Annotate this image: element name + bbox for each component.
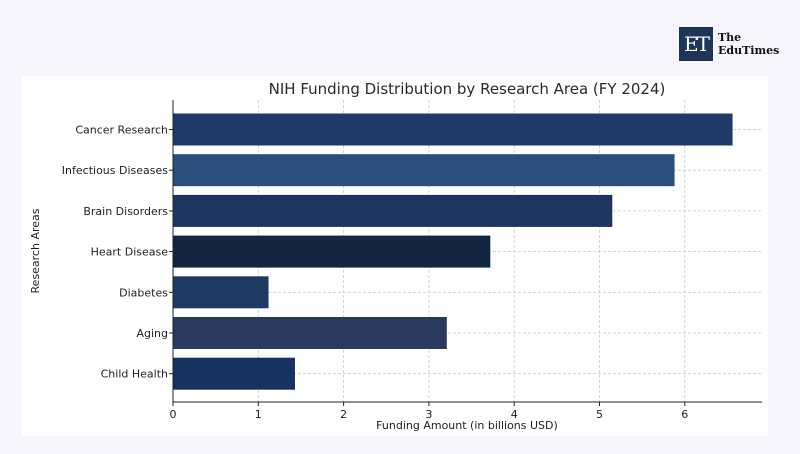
- y-tick-label: Child Health: [101, 368, 168, 381]
- bars: [173, 113, 733, 390]
- bar: [173, 235, 491, 268]
- x-tick-label: 2: [340, 408, 347, 421]
- bar: [173, 357, 295, 390]
- x-axis-label: Funding Amount (in billions USD): [376, 419, 558, 432]
- bar: [173, 194, 613, 227]
- x-tick-label: 3: [425, 408, 432, 421]
- bar: [173, 276, 269, 309]
- x-tick-label: 0: [170, 408, 177, 421]
- bar: [173, 154, 675, 187]
- edutimes-logo: ET The EduTimes: [679, 27, 779, 61]
- x-tick-label: 4: [511, 408, 518, 421]
- y-tick-label: Aging: [136, 327, 168, 340]
- y-tick-label: Cancer Research: [75, 124, 168, 137]
- logo-text: The EduTimes: [718, 31, 780, 57]
- y-tick-label: Diabetes: [119, 286, 168, 299]
- x-tick-label: 1: [255, 408, 262, 421]
- y-axis-label: Research Areas: [29, 208, 42, 293]
- logo-mark: ET: [679, 27, 713, 61]
- x-tick-label: 5: [596, 408, 603, 421]
- y-tick-label: Brain Disorders: [83, 205, 168, 218]
- bar: [173, 113, 733, 146]
- y-tick-label: Infectious Diseases: [62, 164, 168, 177]
- y-tick-label: Heart Disease: [91, 246, 169, 259]
- x-tick-label: 6: [681, 408, 688, 421]
- chart-title: NIH Funding Distribution by Research Are…: [269, 80, 666, 98]
- bar: [173, 317, 447, 349]
- axes: 0 1 2 3 4 5 6 Cancer Research Infectious Disease…: [62, 100, 762, 421]
